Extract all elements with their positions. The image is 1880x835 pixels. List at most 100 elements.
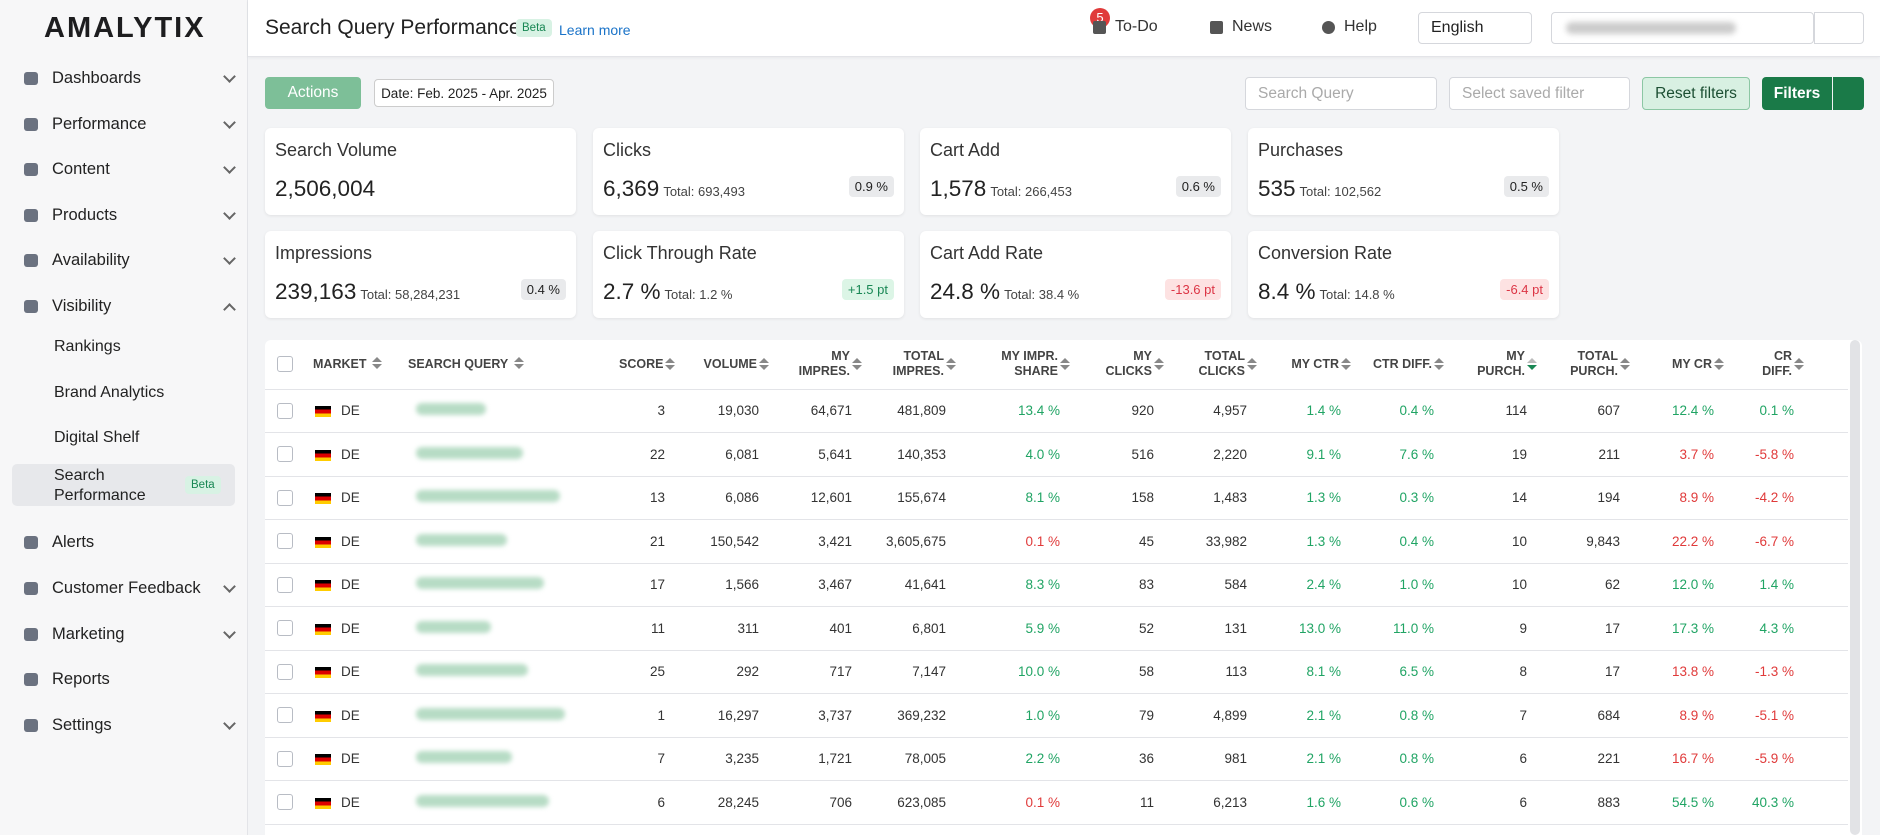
sub-item[interactable]: Digital Shelf: [54, 429, 140, 446]
table-cell: -1.3 %: [1726, 650, 1806, 694]
kpi-label: Cart Add: [930, 140, 1001, 160]
logo: AMALYTIX: [44, 12, 206, 44]
nav-label: Alerts: [52, 532, 95, 551]
checkbox[interactable]: [277, 663, 293, 680]
date-button[interactable]: Date: Feb. 2025 - Apr. 2025: [374, 79, 554, 107]
checkbox[interactable]: [277, 576, 293, 593]
table-cell: 9.1 %: [1259, 432, 1353, 477]
filler: [1806, 432, 1848, 477]
column-header[interactable]: TOTAL CLICKS: [1166, 340, 1259, 390]
nav-item[interactable]: Dashboards: [24, 58, 236, 98]
checkbox[interactable]: [277, 356, 293, 373]
nav-item[interactable]: Customer Feedback: [24, 568, 236, 608]
checkbox[interactable]: [277, 489, 293, 506]
table-cell: -4.2 %: [1726, 476, 1806, 520]
nav-item[interactable]: Alerts: [24, 522, 234, 562]
value: 8.4 %: [1258, 279, 1316, 304]
table-cell: 13.8 %: [1632, 650, 1726, 694]
saved-filter-select[interactable]: Select saved filter: [1449, 77, 1630, 110]
table-cell: 311: [677, 606, 771, 651]
column-header[interactable]: MY CTR: [1259, 340, 1353, 390]
select-cell: [265, 563, 305, 607]
column-header[interactable]: CR DIFF.: [1726, 340, 1806, 390]
table-cell: 8: [1446, 650, 1539, 694]
column-header[interactable]: SEARCH QUERY: [400, 340, 615, 390]
nav-label: Reports: [52, 669, 110, 688]
table-cell: 45: [1072, 519, 1166, 564]
reset-button[interactable]: Reset filters: [1642, 77, 1750, 110]
sub-item[interactable]: Search Performance: [54, 467, 146, 504]
icon: [24, 117, 38, 131]
table-cell: -6.7 %: [1726, 519, 1806, 564]
column-header[interactable]: MY IMPR. SHARE: [958, 340, 1072, 390]
table-cell: 1,721: [771, 737, 864, 781]
checkbox[interactable]: [277, 446, 293, 463]
table-cell: 481,809: [864, 389, 958, 433]
query-cell: [400, 476, 615, 520]
column-header[interactable]: TOTAL IMPRES.: [864, 340, 958, 390]
column-header[interactable]: VOLUME: [677, 340, 771, 390]
table-cell: 883: [1539, 780, 1632, 825]
table-row: DE 22 6,081 5,641 140,353 4.0 % 516 2,220 9.1 % 7…: [265, 432, 1848, 477]
table-cell: 158: [1072, 476, 1166, 520]
learn-more[interactable]: Learn more: [559, 22, 631, 38]
checkbox[interactable]: [277, 707, 293, 724]
table-cell: 9: [1446, 606, 1539, 651]
kpi-card: Impressions 239,163 Total: 58,284,231 0.4 %: [265, 231, 576, 318]
sub-item[interactable]: Rankings: [54, 338, 121, 355]
language-select[interactable]: English: [1418, 12, 1532, 44]
checkbox[interactable]: [277, 794, 293, 811]
icon: [1210, 21, 1223, 34]
column-header[interactable]: MY PURCH.: [1446, 340, 1539, 390]
market-cell: DE: [305, 693, 400, 738]
nav-item[interactable]: Content: [24, 149, 236, 189]
header-link[interactable]: Help: [1344, 18, 1377, 35]
column-header[interactable]: MY CR: [1632, 340, 1726, 390]
search-input[interactable]: Search Query: [1245, 77, 1437, 110]
table-cell: 0.6 %: [1353, 780, 1446, 825]
checkbox[interactable]: [277, 620, 293, 637]
filters-caret[interactable]: [1833, 77, 1864, 110]
filler: [1806, 737, 1848, 781]
nav-item[interactable]: Availability: [24, 240, 236, 280]
checkbox[interactable]: [277, 533, 293, 550]
checkbox[interactable]: [277, 402, 293, 419]
flag: [315, 493, 331, 505]
header-link[interactable]: News: [1232, 18, 1273, 35]
table-cell: 7: [1446, 693, 1539, 738]
nav-item[interactable]: Performance: [24, 104, 236, 144]
market: DE: [341, 533, 360, 549]
column-header[interactable]: MARKET: [305, 340, 400, 390]
filters-button[interactable]: Filters: [1762, 77, 1832, 110]
column-header[interactable]: TOTAL PURCH.: [1539, 340, 1632, 390]
market: DE: [341, 751, 360, 767]
sub-item[interactable]: Brand Analytics: [54, 384, 165, 401]
blurred-query: [416, 751, 512, 764]
icon: [24, 208, 38, 222]
nav-item[interactable]: Visibility: [24, 286, 236, 326]
column-header[interactable]: MY IMPRES.: [771, 340, 864, 390]
column-header[interactable]: MY CLICKS: [1072, 340, 1166, 390]
logout-button[interactable]: [1814, 12, 1864, 44]
table-cell: 83: [1072, 563, 1166, 607]
kpi-value: 535 Total: 102,562: [1258, 176, 1381, 202]
sidebar: AMALYTIX Dashboards Performance Content Prod…: [0, 0, 248, 835]
table-cell: 0.4 %: [1353, 389, 1446, 433]
column-header[interactable]: CTR DIFF.: [1353, 340, 1446, 390]
nav-item[interactable]: Settings: [24, 705, 236, 745]
kpi-value: 2.7 % Total: 1.2 %: [603, 279, 732, 305]
actions-button[interactable]: Actions: [265, 77, 361, 109]
nav-item[interactable]: Products: [24, 195, 236, 235]
market-cell: DE: [305, 389, 400, 433]
checkbox[interactable]: [277, 750, 293, 767]
icon: [24, 71, 38, 85]
table-cell: 41,641: [864, 563, 958, 607]
table-cell: -5.9 %: [1726, 737, 1806, 781]
nav-item[interactable]: Reports: [24, 659, 234, 699]
query-cell: [400, 606, 615, 651]
header-link[interactable]: To-Do: [1115, 18, 1158, 35]
column-header[interactable]: SCORE: [615, 340, 677, 390]
filler: [1806, 693, 1848, 738]
kpi-value: 6,369 Total: 693,493: [603, 176, 745, 202]
nav-item[interactable]: Marketing: [24, 614, 236, 654]
